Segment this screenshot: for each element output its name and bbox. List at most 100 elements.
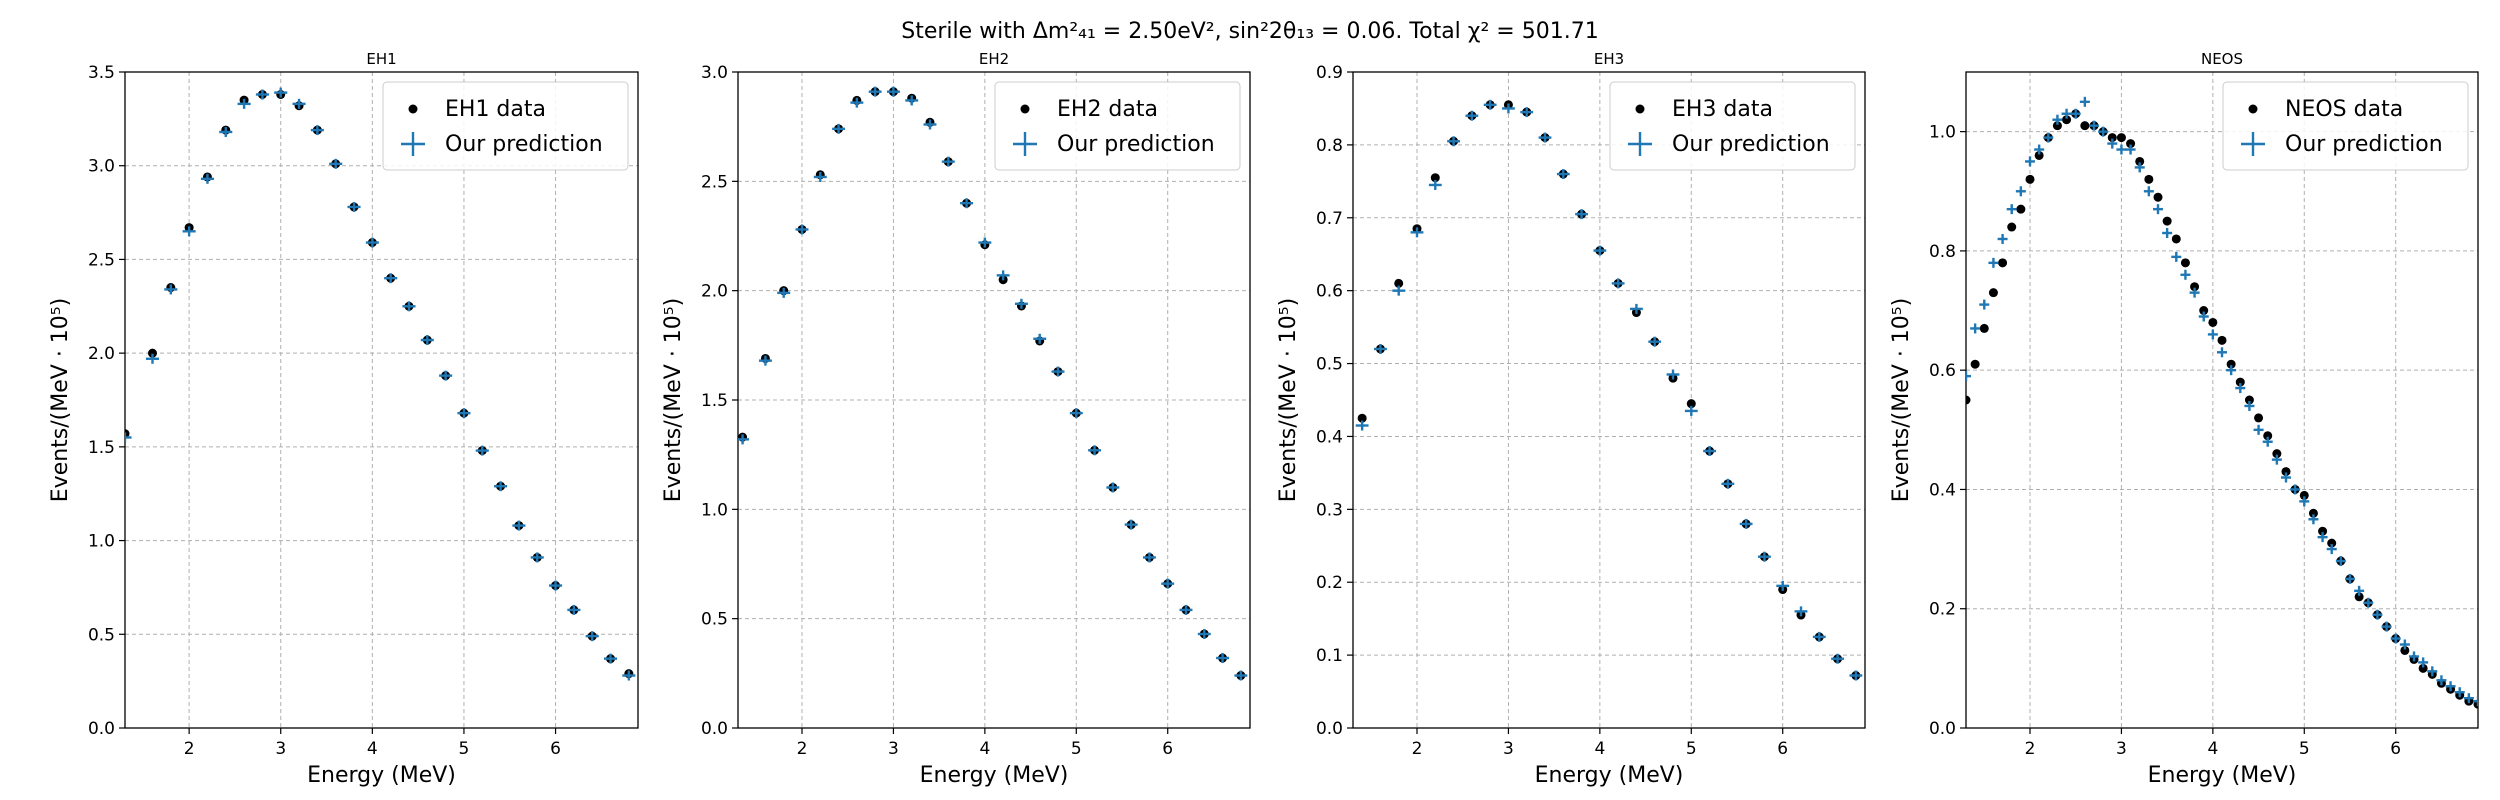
- y-tick-label: 0.5: [88, 625, 115, 645]
- legend: EH3 data Our prediction: [1609, 81, 1856, 171]
- y-tick-label: 3.0: [88, 157, 115, 177]
- gridlines: [738, 71, 1250, 729]
- data-point: [2199, 306, 2209, 316]
- x-tick-label: 6: [2390, 739, 2401, 759]
- x-axis-label: Energy (MeV): [920, 763, 1069, 788]
- data-marks: [738, 86, 1248, 681]
- data-point: [2281, 467, 2291, 477]
- y-tick-label: 0.5: [1316, 355, 1343, 375]
- data-point: [2190, 282, 2200, 292]
- data-point: [1394, 278, 1404, 288]
- subplot-title: NEOS: [2201, 50, 2243, 68]
- y-tick-label: 0.8: [1316, 136, 1343, 156]
- axes-frame: [124, 71, 639, 729]
- x-tick-label: 2: [1412, 739, 1423, 759]
- legend: NEOS data Our prediction: [2222, 81, 2469, 171]
- y-tick-label: 0.1: [1316, 646, 1343, 666]
- data-point: [2418, 663, 2428, 673]
- data-point: [1966, 395, 1971, 405]
- y-axis-label: Events/(MeV · 10⁵): [48, 298, 73, 502]
- data-point: [2025, 174, 2035, 184]
- x-tick-label: 3: [888, 739, 899, 759]
- data-point: [2263, 431, 2273, 441]
- y-tick-label: 0.6: [1929, 361, 1956, 381]
- y-tick-label: 1.0: [701, 500, 728, 520]
- axes-frame: [737, 71, 1251, 729]
- legend-box: [2222, 81, 2469, 171]
- data-point: [2171, 234, 2181, 244]
- data-point: [1979, 323, 1989, 333]
- data-point: [1970, 359, 1980, 369]
- axes-frame: [1352, 71, 1866, 729]
- data-point: [1686, 399, 1696, 409]
- x-tick-label: 5: [1071, 739, 1082, 759]
- data-point: [2208, 317, 2218, 327]
- data-point: [2052, 121, 2062, 131]
- x-tick-label: 4: [979, 739, 990, 759]
- subplot-title: EH1: [366, 50, 396, 68]
- data-point: [2016, 204, 2026, 214]
- data-point: [2318, 526, 2328, 536]
- x-axis-label: Energy (MeV): [1535, 763, 1684, 788]
- data-point: [2235, 377, 2245, 387]
- data-point: [2116, 133, 2126, 143]
- y-tick-label: 3.5: [88, 63, 115, 83]
- y-tick-label: 0.0: [88, 719, 115, 739]
- data-point: [2272, 449, 2282, 459]
- y-tick-label: 1.0: [1929, 123, 1956, 143]
- legend-box: [382, 81, 629, 171]
- data-point: [2299, 490, 2309, 500]
- legend: EH1 data Our prediction: [382, 81, 629, 171]
- legend-label-prediction: Our prediction: [1672, 132, 1830, 157]
- y-tick-label: 2.5: [88, 250, 115, 270]
- x-tick-label: 6: [1777, 739, 1788, 759]
- y-tick-label: 0.9: [1316, 63, 1343, 83]
- legend-label-data: EH1 data: [445, 97, 546, 122]
- legend-box: [1609, 81, 1856, 171]
- legend-label-prediction: Our prediction: [445, 132, 603, 157]
- y-tick-label: 0.4: [1316, 427, 1343, 447]
- y-tick-label: 0.2: [1316, 573, 1343, 593]
- y-tick-label: 0.4: [1929, 480, 1956, 500]
- data-point: [2254, 413, 2264, 423]
- legend-data-marker: [1020, 104, 1030, 114]
- data-marks: [1355, 99, 1863, 681]
- data-point: [2327, 538, 2337, 548]
- legend-box: [994, 81, 1241, 171]
- y-tick-label: 0.2: [1929, 600, 1956, 620]
- y-tick-label: 2.5: [701, 172, 728, 192]
- y-tick-label: 0.0: [701, 719, 728, 739]
- data-point: [2126, 139, 2136, 149]
- chart-panels: 2 3 4 5 6 0.0 0.5 1.0 1.5 2.0 2.5 3.0 3.5 EH1 Energy (…: [48, 50, 2479, 788]
- y-axis-label: Events/(MeV · 10⁵): [1889, 298, 1914, 502]
- figure-title: Sterile with Δm²₄₁ = 2.50eV², sin²2θ₁₃ =…: [901, 19, 1598, 44]
- x-tick-label: 2: [797, 739, 808, 759]
- data-point: [2135, 156, 2145, 166]
- legend-label-prediction: Our prediction: [1057, 132, 1215, 157]
- data-point: [1998, 258, 2008, 268]
- data-point: [1357, 413, 1367, 423]
- y-tick-label: 2.0: [701, 282, 728, 302]
- legend: EH2 data Our prediction: [994, 81, 1241, 171]
- data-point: [2217, 335, 2227, 345]
- legend-data-marker: [408, 104, 418, 114]
- data-point: [2153, 192, 2163, 202]
- y-tick-label: 2.0: [88, 344, 115, 364]
- data-point: [2062, 115, 2072, 125]
- y-tick-label: 0.7: [1316, 209, 1343, 229]
- chart-panel-eh3: 2 3 4 5 6 0.0 0.1 0.2 0.3 0.4 0.5 0.6 0.7 0.8 0.9 EH3 En…: [1276, 50, 1866, 788]
- data-point: [2354, 592, 2364, 602]
- chart-panel-neos: 2 3 4 5 6 0.0 0.2 0.4 0.6 0.8 1.0 NEOS Energy (MeV) E…: [1889, 50, 2479, 788]
- y-tick-label: 3.0: [701, 63, 728, 83]
- data-point: [2308, 508, 2318, 518]
- y-tick-label: 0.0: [1929, 719, 1956, 739]
- data-point: [2180, 258, 2190, 268]
- x-tick-label: 3: [275, 739, 286, 759]
- y-tick-label: 0.6: [1316, 282, 1343, 302]
- data-point: [1988, 288, 1998, 298]
- legend-data-marker: [1635, 104, 1645, 114]
- y-axis-label: Events/(MeV · 10⁵): [661, 298, 686, 502]
- chart-panel-eh1: 2 3 4 5 6 0.0 0.5 1.0 1.5 2.0 2.5 3.0 3.5 EH1 Energy (…: [48, 50, 639, 788]
- data-point: [147, 348, 157, 358]
- x-tick-label: 2: [2025, 739, 2036, 759]
